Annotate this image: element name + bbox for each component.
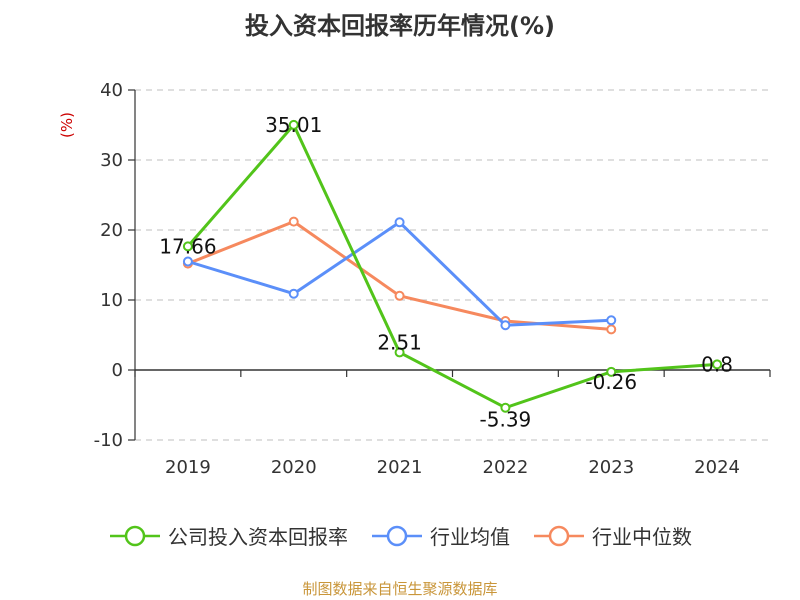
legend-line-green-icon	[110, 525, 160, 546]
legend: 公司投入资本回报率 行业均值 行业中位数	[0, 521, 800, 550]
source-note: 制图数据来自恒生聚源数据库	[302, 580, 498, 598]
y-axis-unit-label: (%)	[58, 112, 76, 138]
legend-item-industry-avg[interactable]: 行业均值	[370, 521, 510, 550]
series-line-industry_median	[187, 220, 612, 331]
point-company	[288, 119, 299, 130]
x-tick-label: 2024	[694, 457, 740, 478]
point-industry_avg	[288, 288, 299, 299]
data-label-company: 2.51	[377, 330, 422, 354]
chart-title: 投入资本回报率历年情况(%)	[245, 12, 555, 40]
label-layer: 17.66 35.01 2.51 -5.39 -0.26 0.8	[159, 113, 733, 432]
y-tick-label: 10	[100, 290, 123, 311]
point-industry_median	[288, 216, 299, 227]
legend-label-industry-avg: 行业均值	[430, 525, 510, 549]
y-tick-label: 30	[100, 150, 123, 171]
legend-item-industry-median[interactable]: 行业中位数	[532, 521, 692, 550]
x-tick-label: 2020	[271, 457, 317, 478]
y-tick-label: 40	[100, 80, 123, 101]
grid-layer	[135, 89, 770, 441]
data-label-company: -0.26	[585, 370, 637, 394]
x-tick-label: 2021	[377, 457, 423, 478]
point-company	[712, 359, 723, 370]
point-company	[394, 347, 405, 358]
data-label-company: 35.01	[265, 113, 322, 137]
point-company	[500, 402, 511, 413]
x-tick-label: 2022	[483, 457, 529, 478]
series-line-company	[186, 123, 718, 410]
legend-label-industry-median: 行业中位数	[592, 525, 692, 549]
legend-line-blue-icon	[372, 525, 422, 546]
data-label-company: -5.39	[480, 408, 532, 432]
legend-line-orange-icon	[534, 525, 584, 546]
x-tick-label: 2023	[588, 457, 634, 478]
point-industry_avg	[606, 315, 617, 326]
y-tick-label: 20	[100, 220, 123, 241]
point-industry_median	[394, 290, 405, 301]
point-industry_median	[606, 324, 617, 335]
legend-label-company: 公司投入资本回报率	[168, 525, 348, 549]
x-tick-label: 2019	[165, 457, 211, 478]
legend-item-company[interactable]: 公司投入资本回报率	[108, 521, 348, 550]
point-company	[606, 366, 617, 377]
axis-layer: -10 0 10 20 30 40 2019 2020 2021 2022 2023 2024 (%)	[58, 80, 771, 478]
data-label-company: 0.8	[701, 352, 733, 376]
point-industry_avg	[500, 320, 511, 331]
point-company	[182, 241, 193, 252]
y-tick-label: -10	[94, 430, 123, 451]
point-industry_avg	[182, 256, 193, 267]
series-layer	[182, 119, 723, 413]
y-tick-label: 0	[112, 360, 123, 381]
point-industry_avg	[394, 217, 405, 228]
data-label-company: 17.66	[159, 234, 216, 258]
